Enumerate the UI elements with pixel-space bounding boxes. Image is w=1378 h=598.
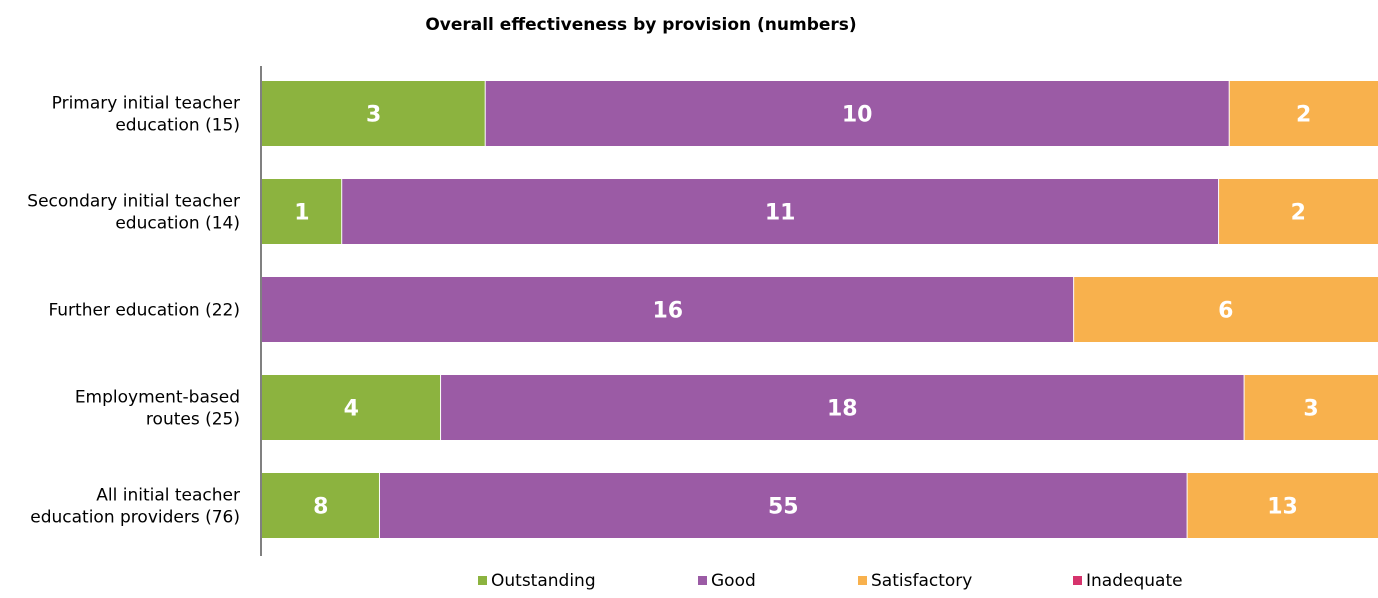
legend-label-satisfactory: Satisfactory: [871, 571, 972, 591]
legend-label-outstanding: Outstanding: [491, 571, 596, 591]
legend-label-good: Good: [711, 571, 756, 591]
legend-label-inadequate: Inadequate: [1086, 571, 1183, 591]
data-label-good-1: 10: [842, 103, 873, 128]
data-label-good-3: 16: [653, 299, 684, 324]
bar-satisfactory-3: [1073, 277, 1378, 342]
data-label-satisfactory-1: 2: [1296, 103, 1311, 128]
legend-swatch-good: [698, 576, 707, 585]
category-labels: Primary initial teacher education (15) Sec…: [27, 94, 240, 528]
category-label-5: All initial teacher education providers (…: [30, 486, 240, 528]
legend-swatch-satisfactory: [858, 576, 867, 585]
data-label-good-2: 11: [765, 201, 796, 226]
bar-good-3: [262, 277, 1074, 342]
legend-swatch-inadequate: [1073, 576, 1082, 585]
bar-good-5: [379, 473, 1188, 538]
bar-satisfactory-4: [1244, 375, 1378, 440]
category-label-4: Employment-based routes (25): [75, 388, 240, 430]
category-label-2: Secondary initial teacher education (14): [27, 192, 240, 234]
legend: Outstanding Good Satisfactory Inadequate: [478, 571, 1183, 591]
data-label-good-4: 18: [827, 397, 858, 422]
data-label-satisfactory-3: 6: [1218, 299, 1233, 324]
data-label-outstanding-5: 8: [313, 495, 328, 520]
data-label-outstanding-2: 1: [294, 201, 309, 226]
bar-outstanding-1: [262, 81, 486, 146]
bar-outstanding-4: [262, 375, 441, 440]
bar-satisfactory-2: [1218, 179, 1378, 244]
bar-good-2: [341, 179, 1219, 244]
bar-good-4: [440, 375, 1245, 440]
bar-outstanding-5: [262, 473, 380, 538]
data-label-satisfactory-4: 3: [1303, 397, 1318, 422]
data-label-outstanding-1: 3: [366, 103, 381, 128]
category-label-1: Primary initial teacher education (15): [52, 94, 240, 136]
data-label-good-5: 55: [768, 495, 799, 520]
bars-group: 3 10 21 11 216 64 18 38 55 13: [262, 81, 1378, 538]
bar-satisfactory-1: [1229, 81, 1378, 146]
category-label-3: Further education (22): [48, 301, 240, 321]
bar-satisfactory-5: [1187, 473, 1378, 538]
bar-outstanding-2: [262, 179, 342, 244]
data-label-outstanding-4: 4: [344, 397, 359, 422]
data-label-satisfactory-2: 2: [1291, 201, 1306, 226]
bar-good-1: [485, 81, 1230, 146]
data-label-satisfactory-5: 13: [1267, 495, 1298, 520]
legend-swatch-outstanding: [478, 576, 487, 585]
chart-title: Overall effectiveness by provision (numb…: [425, 15, 856, 35]
